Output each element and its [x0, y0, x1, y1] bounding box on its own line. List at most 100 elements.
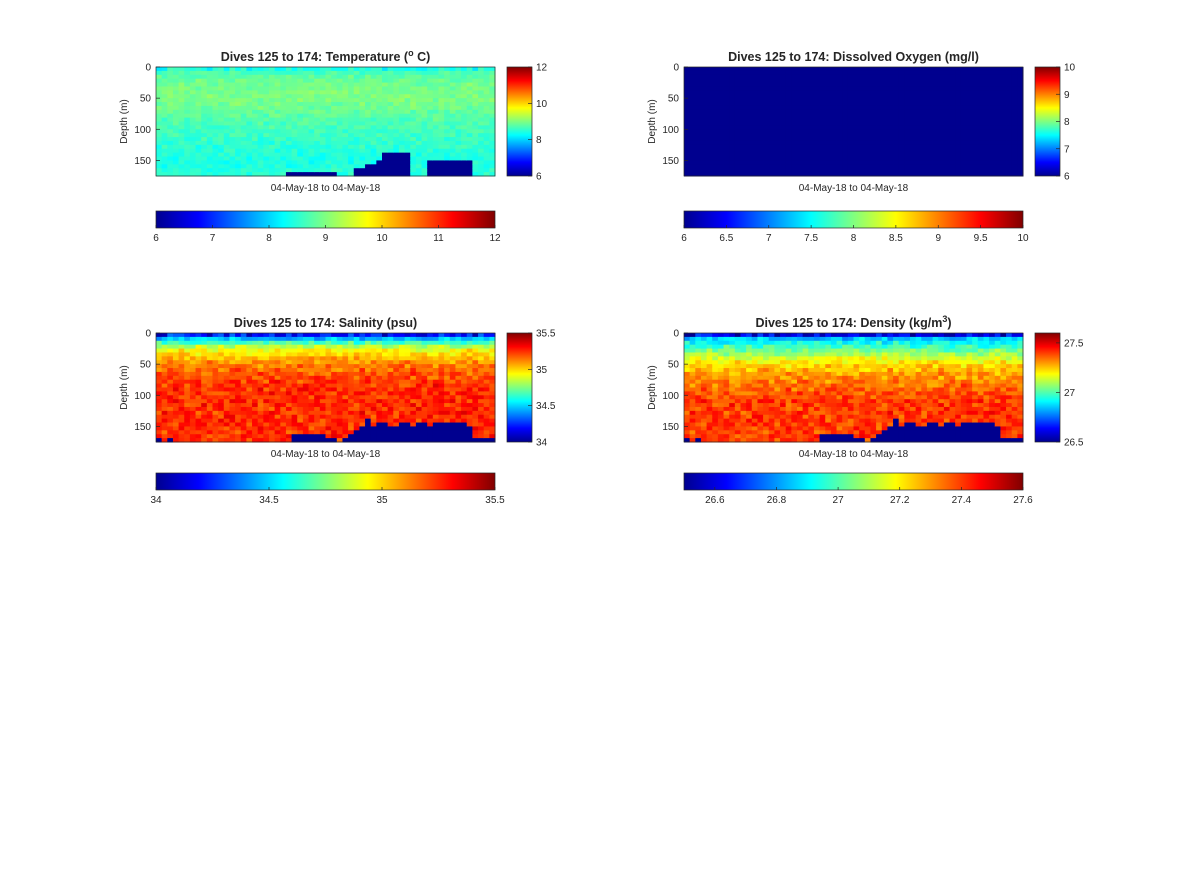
heatmap-cell: [201, 399, 208, 404]
heatmap-cell: [483, 113, 490, 119]
heatmap-cell: [881, 105, 888, 111]
heatmap-cell: [319, 74, 326, 80]
heatmap-cell: [319, 379, 326, 385]
heatmap-cell: [302, 379, 310, 385]
heatmap-cell: [887, 102, 894, 107]
heatmap-cell: [240, 98, 247, 103]
heatmap-cell: [768, 98, 775, 103]
heatmap-cell: [410, 422, 417, 427]
heatmap-cell: [398, 70, 406, 76]
heatmap-cell: [449, 86, 456, 91]
heatmap-cell: [263, 418, 270, 424]
heatmap-cell: [353, 375, 360, 381]
heatmap-cell: [393, 117, 400, 122]
heatmap-cell: [785, 168, 792, 173]
heatmap-cell: [206, 360, 213, 365]
heatmap-cell: [235, 137, 242, 142]
heatmap-cell: [870, 67, 877, 72]
heatmap-cell: [700, 98, 708, 103]
heatmap-cell: [280, 375, 287, 381]
heatmap-cell: [893, 168, 900, 173]
heatmap-cell: [887, 109, 894, 115]
heatmap-cell: [370, 109, 377, 115]
heatmap-cell: [314, 117, 321, 122]
heatmap-cell: [201, 160, 208, 165]
heatmap-cell: [853, 94, 860, 99]
heatmap-cell: [342, 387, 349, 392]
heatmap-cell: [365, 406, 372, 412]
heatmap-cell: [167, 152, 174, 158]
heatmap-cell: [387, 368, 394, 373]
heatmap-cell: [387, 160, 394, 165]
heatmap-cell: [308, 125, 315, 130]
heatmap-cell: [910, 82, 917, 87]
heatmap-cell: [252, 434, 259, 439]
heatmap-cell: [449, 399, 456, 404]
heatmap-cell: [319, 340, 326, 346]
heatmap-cell: [994, 164, 1001, 169]
heatmap-cell: [302, 113, 310, 119]
heatmap-cell: [257, 94, 264, 99]
heatmap-cell: [751, 144, 758, 150]
heatmap-cell: [223, 387, 230, 392]
heatmap-cell: [938, 140, 945, 146]
heatmap-cell: [444, 414, 451, 420]
heatmap-cell: [466, 98, 473, 103]
heatmap-cell: [1011, 137, 1018, 142]
heatmap-cell: [1017, 67, 1024, 72]
heatmap-cell: [444, 125, 451, 130]
heatmap-cell: [926, 148, 934, 154]
heatmap-cell: [195, 403, 202, 408]
heatmap-cell: [156, 333, 163, 338]
heatmap-cell: [478, 129, 485, 134]
heatmap-cell: [240, 125, 247, 130]
heatmap-cell: [365, 422, 372, 427]
heatmap-cell: [201, 98, 208, 103]
heatmap-cell: [218, 137, 225, 142]
heatmap-cell: [774, 121, 781, 126]
heatmap-cell: [483, 125, 490, 130]
heatmap-cell: [432, 406, 439, 412]
heatmap-cell: [785, 125, 792, 130]
heatmap-cell: [700, 129, 708, 134]
heatmap-cell: [178, 364, 185, 369]
heatmap-cell: [751, 129, 758, 134]
heatmap-cell: [359, 160, 366, 165]
heatmap-cell: [684, 94, 691, 99]
heatmap-cell: [972, 105, 979, 111]
heatmap-cell: [172, 333, 180, 338]
heatmap-cell: [785, 137, 792, 142]
heatmap-cell: [269, 387, 276, 392]
heatmap-cell: [774, 67, 781, 72]
heatmap-cell: [376, 86, 383, 91]
heatmap-cell: [780, 74, 787, 80]
heatmap-cell: [853, 121, 860, 126]
heatmap-cell: [342, 438, 349, 443]
heatmap-cell: [382, 148, 389, 154]
heatmap-cell: [983, 67, 990, 72]
heatmap-cell: [156, 336, 163, 342]
heatmap-cell: [319, 148, 326, 154]
heatmap-cell: [746, 144, 753, 150]
heatmap-cell: [893, 113, 900, 119]
heatmap-cell: [449, 406, 456, 412]
heatmap-cell: [740, 94, 747, 99]
heatmap-cell: [472, 156, 479, 161]
heatmap-cell: [235, 410, 242, 416]
heatmap-cell: [382, 336, 389, 342]
heatmap-cell: [393, 368, 400, 373]
heatmap-cell: [797, 148, 804, 154]
heatmap-cell: [830, 129, 838, 134]
heatmap-cell: [365, 109, 372, 115]
heatmap-cell: [712, 90, 719, 95]
heatmap-cell: [842, 140, 849, 146]
heatmap-cell: [853, 129, 860, 134]
heatmap-cell: [700, 144, 708, 150]
heatmap-cell: [684, 172, 691, 177]
heatmap-cell: [212, 414, 219, 420]
heatmap-cell: [269, 125, 276, 130]
heatmap-cell: [960, 98, 967, 103]
heatmap-cell: [438, 148, 445, 154]
heatmap-cell: [960, 109, 967, 115]
heatmap-cell: [161, 434, 168, 439]
